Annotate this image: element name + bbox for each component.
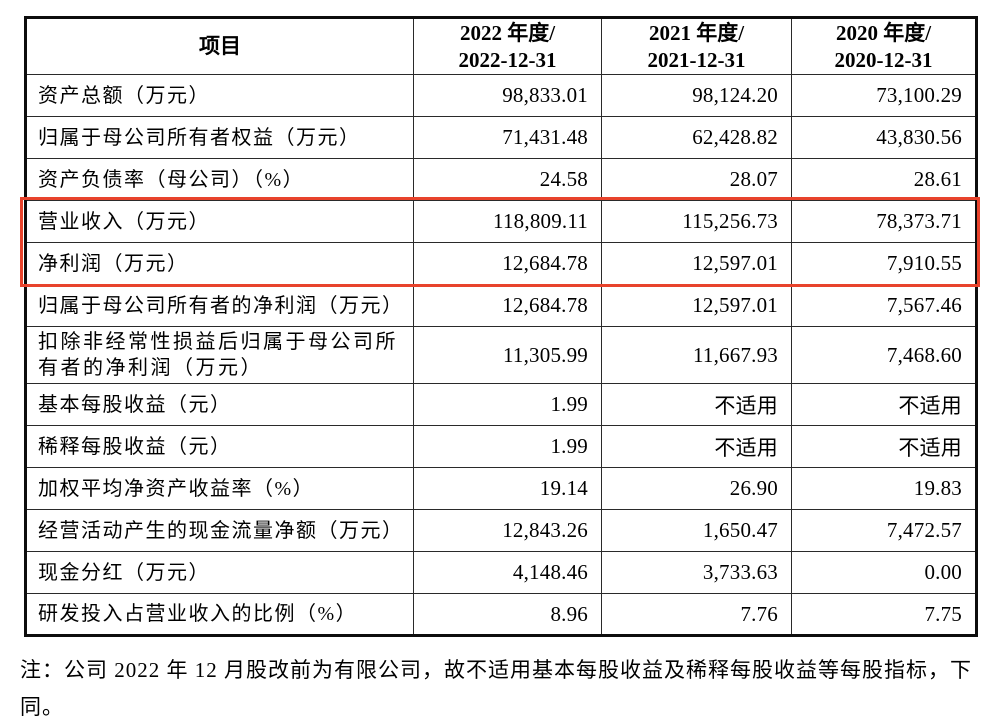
row-label: 稀释每股收益（元） [25, 425, 414, 468]
value-cell: 7.75 [791, 593, 977, 636]
row-label: 经营活动产生的现金流量净额（万元） [25, 509, 414, 552]
row-label: 基本每股收益（元） [25, 383, 414, 426]
header-row: 项目 2022 年度/ 2022-12-31 2021 年度/ 2021-12-… [25, 17, 977, 75]
value-cell: 12,597.01 [601, 284, 792, 327]
table-row-basic-eps: 基本每股收益（元） 1.99 不适用 不适用 [25, 383, 977, 426]
value-cell: 12,684.78 [413, 242, 602, 285]
value-cell: 12,597.01 [601, 242, 792, 285]
row-label: 净利润（万元） [25, 242, 414, 285]
header-period-2022: 2022 年度/ 2022-12-31 [413, 17, 602, 75]
row-label: 加权平均净资产收益率（%） [25, 467, 414, 510]
value-cell: 11,667.93 [601, 326, 792, 384]
table-row-rd-ratio: 研发投入占营业收入的比例（%） 8.96 7.76 7.75 [25, 593, 977, 636]
row-label: 资产总额（万元） [25, 74, 414, 117]
value-cell: 43,830.56 [791, 116, 977, 159]
table-row-parent-net-profit: 归属于母公司所有者的净利润（万元） 12,684.78 12,597.01 7,… [25, 284, 977, 327]
row-label: 现金分红（万元） [25, 551, 414, 594]
value-cell: 不适用 [601, 383, 792, 426]
value-cell: 12,843.26 [413, 509, 602, 552]
value-cell: 19.83 [791, 467, 977, 510]
table-row-deducted-net-profit: 扣除非经常性损益后归属于母公司所 有者的净利润（万元） 11,305.99 11… [25, 326, 977, 384]
value-cell: 1.99 [413, 425, 602, 468]
value-cell: 115,256.73 [601, 200, 792, 243]
row-label: 营业收入（万元） [25, 200, 414, 243]
value-cell: 11,305.99 [413, 326, 602, 384]
value-cell: 7.76 [601, 593, 792, 636]
value-cell: 118,809.11 [413, 200, 602, 243]
value-cell: 0.00 [791, 551, 977, 594]
table-row-weighted-roe: 加权平均净资产收益率（%） 19.14 26.90 19.83 [25, 467, 977, 510]
financial-summary-table-wrap: 项目 2022 年度/ 2022-12-31 2021 年度/ 2021-12-… [20, 16, 980, 637]
table-row-debt-ratio: 资产负债率（母公司）（%） 24.58 28.07 28.61 [25, 158, 977, 201]
value-cell: 12,684.78 [413, 284, 602, 327]
row-label: 资产负债率（母公司）（%） [25, 158, 414, 201]
value-cell: 26.90 [601, 467, 792, 510]
value-cell: 78,373.71 [791, 200, 977, 243]
value-cell: 不适用 [791, 383, 977, 426]
header-period-2021: 2021 年度/ 2021-12-31 [601, 17, 792, 75]
value-cell: 7,910.55 [791, 242, 977, 285]
value-cell: 98,124.20 [601, 74, 792, 117]
table-row-cash-dividend: 现金分红（万元） 4,148.46 3,733.63 0.00 [25, 551, 977, 594]
table-row-revenue: 营业收入（万元） 118,809.11 115,256.73 78,373.71 [25, 200, 977, 243]
value-cell: 不适用 [601, 425, 792, 468]
value-cell: 7,472.57 [791, 509, 977, 552]
header-period-2020: 2020 年度/ 2020-12-31 [791, 17, 977, 75]
value-cell: 8.96 [413, 593, 602, 636]
footnote: 注：公司 2022 年 12 月股改前为有限公司，故不适用基本每股收益及稀释每股… [20, 658, 972, 719]
value-cell: 7,567.46 [791, 284, 977, 327]
row-label: 扣除非经常性损益后归属于母公司所 有者的净利润（万元） [25, 326, 414, 384]
value-cell: 62,428.82 [601, 116, 792, 159]
table-row-net-profit: 净利润（万元） 12,684.78 12,597.01 7,910.55 [25, 242, 977, 285]
value-cell: 71,431.48 [413, 116, 602, 159]
financial-summary-table: 项目 2022 年度/ 2022-12-31 2021 年度/ 2021-12-… [24, 16, 978, 637]
table-row-diluted-eps: 稀释每股收益（元） 1.99 不适用 不适用 [25, 425, 977, 468]
table-row-total-assets: 资产总额（万元） 98,833.01 98,124.20 73,100.29 [25, 74, 977, 117]
table-row-parent-equity: 归属于母公司所有者权益（万元） 71,431.48 62,428.82 43,8… [25, 116, 977, 159]
row-label: 研发投入占营业收入的比例（%） [25, 593, 414, 636]
value-cell: 73,100.29 [791, 74, 977, 117]
value-cell: 98,833.01 [413, 74, 602, 117]
value-cell: 不适用 [791, 425, 977, 468]
header-item-label: 项目 [25, 17, 414, 75]
value-cell: 4,148.46 [413, 551, 602, 594]
row-label: 归属于母公司所有者的净利润（万元） [25, 284, 414, 327]
value-cell: 1,650.47 [601, 509, 792, 552]
value-cell: 24.58 [413, 158, 602, 201]
value-cell: 28.07 [601, 158, 792, 201]
value-cell: 19.14 [413, 467, 602, 510]
value-cell: 28.61 [791, 158, 977, 201]
value-cell: 3,733.63 [601, 551, 792, 594]
row-label: 归属于母公司所有者权益（万元） [25, 116, 414, 159]
table-row-operating-cashflow: 经营活动产生的现金流量净额（万元） 12,843.26 1,650.47 7,4… [25, 509, 977, 552]
value-cell: 7,468.60 [791, 326, 977, 384]
value-cell: 1.99 [413, 383, 602, 426]
